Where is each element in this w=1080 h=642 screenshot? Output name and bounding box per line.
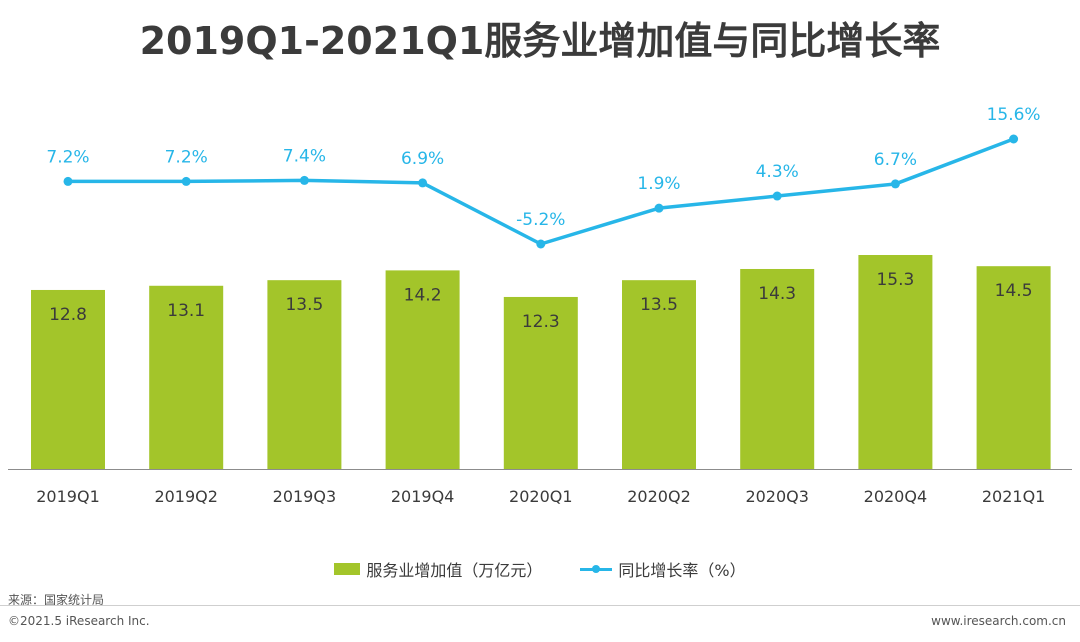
bar-value-label: 13.5 (285, 295, 323, 315)
bar-value-label: 12.3 (522, 312, 560, 332)
x-tick-label: 2020Q3 (745, 487, 809, 506)
growth-rate-label: 4.3% (756, 162, 799, 182)
legend-bar-swatch (334, 563, 361, 575)
copyright-text: ©2021.5 iResearch Inc. (8, 614, 150, 628)
bar-value-label: 14.2 (404, 285, 442, 305)
x-tick-label: 2020Q1 (509, 487, 573, 506)
x-tick-label: 2020Q4 (864, 487, 928, 506)
bar-value-label: 13.1 (167, 301, 205, 321)
bar-2020Q1 (503, 296, 578, 469)
x-tick-label: 2019Q3 (273, 487, 337, 506)
growth-rate-label: -5.2% (516, 210, 565, 230)
legend-item-line: 同比增长率（%） (580, 557, 746, 581)
legend-line-label: 同比增长率（%） (618, 561, 746, 580)
bar-2019Q1 (31, 289, 105, 469)
x-tick-label: 2019Q4 (391, 487, 455, 506)
bar-2020Q4 (858, 255, 933, 469)
bar-2021Q1 (976, 266, 1051, 469)
growth-rate-label: 7.2% (165, 147, 208, 167)
bar-2020Q2 (622, 280, 696, 469)
bar-value-label: 13.5 (640, 295, 678, 315)
growth-rate-label: 6.7% (874, 150, 917, 170)
bar-value-label: 15.3 (876, 270, 914, 290)
footer-divider (0, 605, 1080, 606)
growth-rate-point-2019Q4 (418, 178, 428, 188)
legend-line-swatch (580, 563, 613, 575)
chart-title: 2019Q1-2021Q1服务业增加值与同比增长率 (139, 19, 941, 63)
bar-value-label: 14.5 (995, 281, 1033, 301)
bar-value-label: 14.3 (758, 284, 796, 304)
combo-chart: 12.8 13.1 13.5 14.2 12.3 13.5 14.3 15.3 14.5 2019… (8, 105, 1072, 506)
growth-rate-point-2020Q2 (654, 203, 664, 213)
growth-rate-point-2019Q1 (63, 176, 73, 186)
growth-rate-point-2020Q4 (890, 179, 900, 189)
legend-bar-label: 服务业增加值（万亿元） (366, 561, 543, 580)
chart-legend: 服务业增加值（万亿元） 同比增长率（%） (0, 557, 1080, 581)
growth-rate-point-2020Q3 (772, 191, 782, 201)
growth-rate-label: 7.4% (283, 146, 326, 166)
growth-rate-point-2019Q3 (299, 175, 309, 185)
bar-2019Q3 (267, 280, 342, 469)
growth-rate-label: 6.9% (401, 149, 444, 169)
growth-rate-point-2020Q1 (536, 239, 546, 249)
growth-rate-point-2021Q1 (1009, 134, 1019, 144)
growth-rate-label: 7.2% (46, 147, 89, 167)
x-tick-label: 2020Q2 (627, 487, 691, 506)
x-tick-label: 2021Q1 (982, 487, 1046, 506)
bar-value-label: 12.8 (49, 305, 87, 325)
growth-rate-label: 15.6% (987, 105, 1041, 125)
growth-rate-point-2019Q2 (181, 176, 191, 186)
bar-2020Q3 (740, 268, 815, 469)
website-link[interactable]: www.iresearch.com.cn (931, 614, 1066, 628)
source-note: 来源：国家统计局 (8, 593, 105, 607)
growth-rate-label: 1.9% (637, 174, 680, 194)
bar-2019Q2 (149, 285, 224, 469)
bar-2019Q4 (385, 270, 460, 469)
x-tick-label: 2019Q2 (154, 487, 218, 506)
x-tick-label: 2019Q1 (36, 487, 100, 506)
legend-item-bar: 服务业增加值（万亿元） (334, 557, 542, 581)
